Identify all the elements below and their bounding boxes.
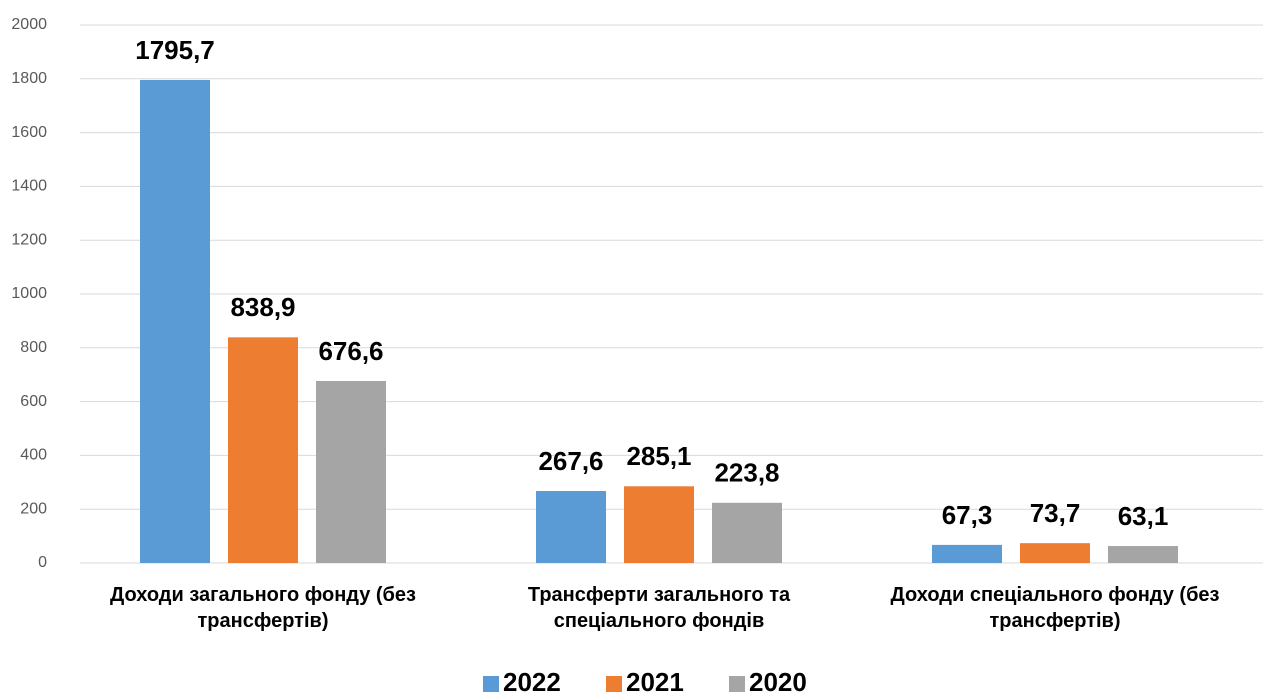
data-label: 63,1	[1118, 501, 1169, 531]
bar	[140, 79, 210, 564]
y-tick-label: 2000	[11, 16, 47, 33]
y-tick-label: 1800	[11, 70, 47, 87]
bar	[536, 491, 606, 563]
y-tick-label: 0	[38, 554, 47, 571]
data-label: 676,6	[318, 336, 383, 366]
y-tick-label: 1200	[11, 231, 47, 248]
y-tick-label: 1000	[11, 285, 47, 302]
legend-swatch	[729, 676, 745, 692]
bar	[624, 486, 694, 563]
y-tick-label: 800	[20, 339, 47, 356]
data-label: 1795,7	[135, 35, 215, 65]
data-label: 285,1	[626, 441, 691, 471]
data-label: 73,7	[1030, 498, 1081, 528]
x-tick-label: Трансферти загального та спеціального фо…	[527, 584, 791, 632]
x-tick-label: Доходи загального фонду (без трансфертів…	[110, 584, 416, 632]
legend-label: 2022	[503, 667, 561, 693]
legend-label: 2020	[749, 667, 807, 693]
legend-swatch	[483, 676, 499, 692]
bar	[1108, 546, 1178, 563]
y-tick-label: 400	[20, 447, 47, 464]
legend-swatch	[606, 676, 622, 692]
y-tick-label: 600	[20, 393, 47, 410]
bar	[1020, 543, 1090, 563]
data-label: 223,8	[714, 458, 779, 488]
y-tick-label: 1600	[11, 124, 47, 141]
bar	[316, 380, 386, 563]
y-tick-label: 1400	[11, 178, 47, 195]
bar	[712, 502, 782, 563]
bar	[932, 544, 1002, 563]
data-label: 267,6	[538, 446, 603, 476]
x-tick-label: Доходи спеціального фонду (без трансферт…	[890, 584, 1220, 632]
y-tick-label: 200	[20, 500, 47, 517]
legend-label: 2021	[626, 667, 684, 693]
data-label: 838,9	[230, 292, 295, 322]
bar	[228, 337, 298, 563]
data-label: 67,3	[942, 500, 993, 530]
